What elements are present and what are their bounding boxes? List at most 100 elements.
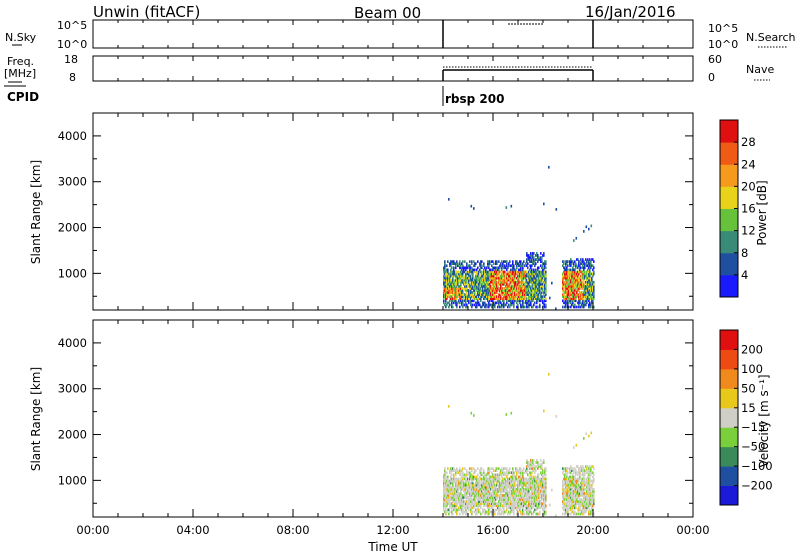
power-cell [506,295,508,299]
power-cell [523,276,525,280]
power-cell [488,287,490,290]
power-cell [450,270,452,274]
velocity-cell [496,492,498,495]
velocity-cell [444,477,446,481]
velocity-cell [482,496,484,499]
velocity-cell [470,411,473,415]
velocity-cell [484,485,486,489]
power-cell [460,266,462,270]
velocity-cell [540,502,542,506]
power-cell [448,285,450,288]
velocity-cell [572,475,574,479]
velocity-cell [466,487,468,491]
power-cell [506,264,508,268]
power-cell [531,272,533,276]
velocity-cell [590,467,592,470]
velocity-cell [582,502,584,506]
power-cell [454,282,456,286]
power-cell [470,297,472,301]
power-cell [494,272,496,276]
velocity-cell [467,487,469,491]
power-cell [562,276,564,280]
velocity-cell [591,492,593,495]
power-cell [459,301,461,305]
velocity-cell [523,498,525,501]
velocity-cell [503,496,505,499]
power-cell [537,276,539,280]
velocity-cell [524,477,526,481]
velocity-cell [485,500,487,503]
power-cell [522,291,524,294]
velocity-cell [478,496,480,499]
velocity-cell [568,483,570,487]
power-cell [514,291,516,294]
velocity-cell [476,479,478,483]
velocity-cell [522,469,524,473]
power-cell [501,272,503,276]
velocity-cell [568,477,570,481]
velocity-cell [522,477,524,481]
velocity-cell [566,504,568,508]
power-cell [539,285,541,288]
power-cell [470,278,472,282]
power-cell [534,295,536,299]
velocity-cell [510,500,512,503]
power-cell [514,274,516,278]
power-cell [476,272,478,276]
velocity-cell [475,483,477,487]
power-cell [567,274,569,278]
power-cell [443,282,445,286]
power-cell [501,260,503,263]
power-cell [508,264,510,268]
velocity-cell [538,502,540,506]
velocity-cell [530,473,532,477]
velocity-cell [450,481,452,485]
velocity-cell [489,502,491,506]
power-cell [528,301,530,305]
velocity-cell [578,471,580,475]
velocity-cell [570,485,572,489]
power-cell [588,299,590,303]
velocity-cell [592,496,594,499]
velocity-cell [583,481,585,485]
power-cell [455,293,457,296]
velocity-cell [494,477,496,481]
velocity-cell [521,477,523,481]
power-cell [530,272,532,276]
velocity-cell [545,506,547,510]
velocity-cell [538,465,540,468]
velocity-cell [538,463,540,466]
velocity-cell [488,473,490,477]
power-cell [470,276,472,280]
velocity-cell [505,483,507,487]
velocity-cell [566,469,568,473]
velocity-cell [497,487,499,491]
velocity-cell [563,494,565,497]
power-cell [487,297,489,301]
power-cell [517,274,519,278]
velocity-cell [461,487,463,491]
velocity-cell [478,477,480,481]
power-cell [477,295,479,299]
velocity-cell [490,494,492,497]
power-cell [520,305,522,309]
velocity-cell [544,492,546,495]
power-cell [532,252,534,255]
velocity-cell [591,494,593,497]
velocity-cell [471,494,473,497]
velocity-cell [579,498,581,501]
power-cell [531,258,533,261]
velocity-cell [504,502,506,506]
power-cell [591,276,593,280]
power-cell [545,278,547,282]
power-cell [538,297,540,301]
power-cell [470,299,472,303]
noise-tick-bottom-right: 10^0 [708,38,738,51]
power-cell [474,278,476,282]
velocity-cell [503,489,505,493]
power-cell [510,270,512,274]
velocity-cell [490,492,492,495]
velocity-cell [572,498,574,501]
power-cell [585,297,587,301]
velocity-cell [579,494,581,497]
